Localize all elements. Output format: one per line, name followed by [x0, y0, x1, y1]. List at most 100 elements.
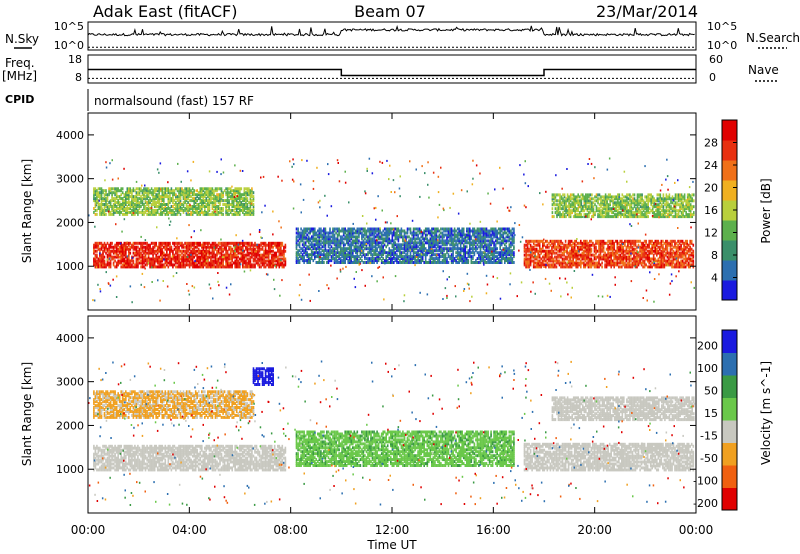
- echo-cell: [114, 210, 116, 214]
- echo-cell: [453, 257, 456, 261]
- echo-cell: [367, 253, 369, 257]
- echo-cell: [295, 261, 298, 264]
- echo-cell: [94, 263, 97, 267]
- echo-cell: [158, 189, 160, 193]
- echo-cell: [352, 243, 354, 247]
- echo-cell: [487, 255, 489, 259]
- echo-cell: [394, 235, 397, 239]
- echo-cell: [431, 239, 433, 243]
- echo-cell: [507, 229, 509, 233]
- echo-cell: [216, 208, 218, 212]
- echo-cell: [310, 241, 313, 245]
- echo-cell: [355, 229, 357, 233]
- echo-cell: [443, 239, 445, 243]
- echo-cell: [549, 257, 552, 261]
- echo-cell: [420, 257, 422, 261]
- echo-cell: [204, 199, 206, 203]
- echo-cell: [330, 259, 333, 263]
- echo-cell: [341, 229, 343, 233]
- echo-cell: [235, 199, 238, 203]
- echo-cell: [344, 261, 346, 264]
- echo-cell: [187, 187, 189, 191]
- echo-cell: [394, 257, 397, 261]
- echo-cell: [115, 249, 118, 253]
- echo-cell: [229, 265, 232, 269]
- echo-cell: [251, 193, 253, 197]
- echo-cell: [370, 245, 372, 249]
- echo-cell: [146, 259, 148, 263]
- echo-cell: [135, 199, 138, 203]
- echo-cell: [487, 259, 489, 263]
- echo-cell: [103, 245, 106, 249]
- echo-cell: [120, 243, 122, 247]
- echo-cell: [141, 263, 144, 267]
- echo-cell: [555, 261, 558, 265]
- echo-cell: [507, 247, 509, 251]
- echo-cell: [144, 257, 147, 261]
- echo-cell: [207, 259, 209, 263]
- echo-cell: [211, 187, 214, 191]
- echo-cell: [608, 239, 611, 243]
- echo-cell: [118, 208, 121, 212]
- echo-cell: [239, 203, 241, 206]
- echo-cell: [367, 239, 369, 243]
- echo-cell: [493, 233, 495, 237]
- echo-cell: [144, 251, 147, 255]
- echo-cell: [246, 243, 249, 247]
- echo-cell: [103, 247, 106, 251]
- echo-cell: [326, 261, 328, 264]
- echo-cell: [201, 193, 203, 197]
- echo-cell: [538, 259, 541, 263]
- echo-cell: [205, 249, 208, 253]
- echo-cell: [344, 243, 346, 247]
- echo-cell: [599, 263, 602, 267]
- echo-cell: [170, 259, 173, 263]
- echo-cell: [188, 259, 191, 263]
- echo-cell: [370, 261, 372, 264]
- echo-cell: [537, 265, 539, 269]
- echo-cell: [248, 241, 250, 245]
- echo-cell: [493, 247, 495, 251]
- echo-cell: [181, 189, 183, 193]
- echo-cell: [307, 247, 310, 251]
- echo-cell: [502, 253, 505, 257]
- echo-cell: [344, 237, 346, 241]
- echo-cell: [182, 205, 185, 208]
- echo-cell: [333, 227, 336, 231]
- echo-cell: [352, 251, 354, 255]
- echo-cell: [314, 255, 316, 259]
- echo-cell: [205, 191, 208, 195]
- echo-cell: [488, 231, 491, 235]
- echo-cell: [172, 241, 174, 245]
- echo-cell: [252, 245, 255, 249]
- echo-cell: [143, 249, 145, 253]
- echo-cell: [564, 239, 567, 243]
- echo-cell: [120, 265, 122, 269]
- echo-cell: [511, 259, 514, 263]
- echo-cell: [281, 253, 284, 257]
- echo-cell: [135, 257, 138, 261]
- echo-cell: [179, 207, 182, 210]
- echo-cell: [193, 249, 195, 253]
- echo-cell: [350, 261, 353, 264]
- echo-cell: [207, 263, 209, 267]
- echo-cell: [575, 255, 577, 259]
- echo-cell: [102, 261, 104, 265]
- echo-cell: [535, 263, 538, 267]
- echo-cell: [132, 189, 135, 193]
- echo-cell: [335, 237, 337, 241]
- echo-cell: [260, 253, 262, 257]
- echo-cell: [143, 205, 145, 208]
- echo-cell: [220, 263, 223, 267]
- echo-cell: [391, 251, 394, 255]
- echo-cell: [243, 193, 246, 197]
- echo-cell: [251, 255, 253, 259]
- echo-cell: [580, 265, 582, 269]
- echo-cell: [386, 231, 389, 235]
- echo-cell: [240, 195, 243, 199]
- echo-cell: [123, 212, 126, 216]
- echo-cell: [278, 265, 281, 269]
- echo-cell: [307, 239, 310, 243]
- echo-cell: [125, 195, 127, 199]
- echo-cell: [510, 249, 512, 253]
